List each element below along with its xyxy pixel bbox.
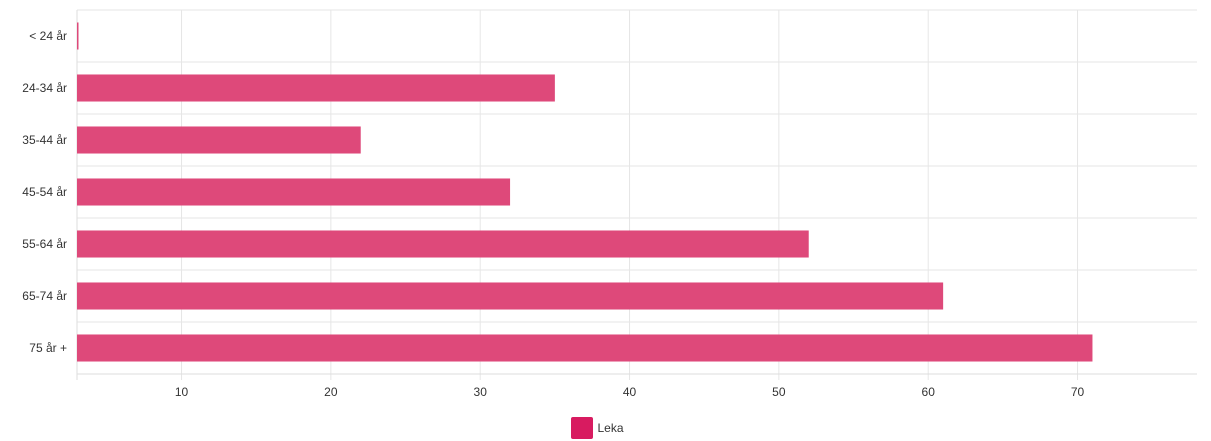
legend[interactable]: Leka [0,417,1211,439]
x-tick-label: 40 [623,385,637,399]
x-tick-label: 50 [772,385,786,399]
category-label: 65-74 år [22,289,67,303]
x-tick-label: 20 [324,385,338,399]
bar[interactable] [77,178,511,206]
bar[interactable] [77,126,361,154]
category-label: 35-44 år [22,133,67,147]
bar[interactable] [77,282,944,310]
category-label: 24-34 år [22,81,67,95]
x-tick-labels: 10 20 30 40 50 60 70 [175,385,1085,399]
category-label: < 24 år [29,29,67,43]
x-tick-label: 70 [1071,385,1085,399]
grid-lines [76,9,1197,380]
bar[interactable] [77,74,555,102]
x-tick-label: 60 [922,385,936,399]
x-tick-label: 30 [474,385,488,399]
category-label: 45-54 år [22,185,67,199]
legend-label-leka[interactable]: Leka [597,421,624,435]
bars [77,22,1093,362]
category-labels: < 24 år 24-34 år 35-44 år 45-54 år 55-64 år 6… [22,29,67,355]
category-label: 75 år + [29,341,67,355]
legend-swatch-leka[interactable] [571,417,594,439]
category-label: 55-64 år [22,237,67,251]
bar[interactable] [77,230,809,258]
x-tick-label: 10 [175,385,189,399]
bar[interactable] [77,334,1093,362]
bar[interactable] [77,22,79,50]
